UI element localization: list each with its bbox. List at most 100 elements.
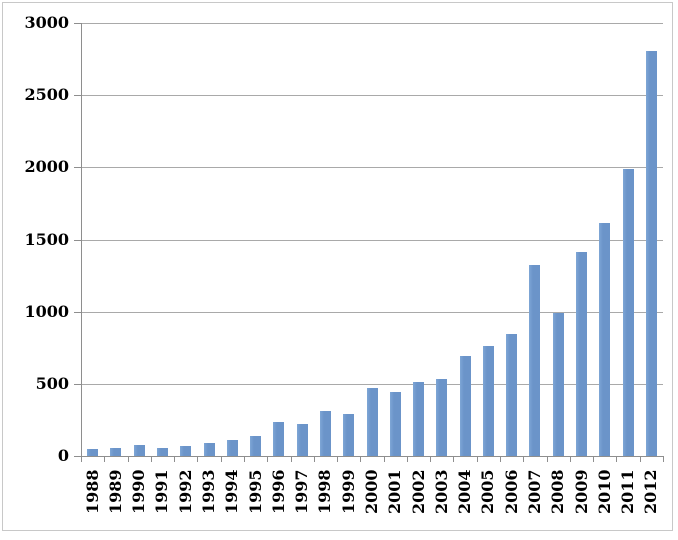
y-tick-mark [74,240,81,241]
y-axis-line [81,23,82,462]
x-tick-label-2006: 2006 [502,469,521,514]
bar-1991 [157,448,168,456]
bar-1997 [297,424,308,456]
x-tick-mark [81,456,82,462]
bar-2010 [599,223,610,456]
y-tick-mark [74,456,81,457]
x-tick-label-2010: 2010 [595,469,614,514]
x-tick-mark [663,456,664,462]
bar-1995 [250,436,261,456]
x-tick-label-1992: 1992 [176,469,195,514]
bar-2005 [483,346,494,456]
bar-1992 [180,446,191,456]
x-tick-label-2001: 2001 [385,469,404,514]
gridline-1500 [81,240,663,241]
bar-2000 [367,388,378,456]
x-tick-label-2000: 2000 [362,469,381,514]
bar-2007 [529,265,540,456]
y-tick-mark [74,312,81,313]
x-tick-mark [314,456,315,462]
bar-2003 [436,379,447,456]
y-tick-label-3000: 3000 [24,13,69,32]
x-tick-label-2004: 2004 [455,469,474,514]
x-tick-mark [104,456,105,462]
x-tick-label-1996: 1996 [269,469,288,514]
bar-2004 [460,356,471,456]
x-tick-mark [360,456,361,462]
x-tick-label-1993: 1993 [199,469,218,514]
gridline-2500 [81,95,663,96]
gridline-2000 [81,167,663,168]
x-tick-label-2003: 2003 [432,469,451,514]
bar-1994 [227,440,238,456]
bar-2002 [413,382,424,456]
x-tick-mark [500,456,501,462]
x-tick-mark [128,456,129,462]
x-tick-label-1988: 1988 [83,469,102,514]
bar-1988 [87,449,98,456]
bar-2008 [553,313,564,456]
y-tick-label-2000: 2000 [24,157,69,176]
x-tick-label-2012: 2012 [641,469,660,514]
gridline-500 [81,384,663,385]
y-tick-mark [74,95,81,96]
x-tick-mark [570,456,571,462]
x-tick-mark [430,456,431,462]
y-tick-label-2500: 2500 [24,85,69,104]
x-tick-mark [174,456,175,462]
x-tick-label-2005: 2005 [478,469,497,514]
y-tick-label-500: 500 [35,374,69,393]
x-tick-label-2007: 2007 [525,469,544,514]
x-tick-mark [477,456,478,462]
x-tick-label-1994: 1994 [222,469,241,514]
bar-2001 [390,392,401,456]
x-tick-label-2011: 2011 [618,469,637,514]
x-tick-mark [523,456,524,462]
x-tick-mark [453,456,454,462]
x-tick-label-1998: 1998 [315,469,334,514]
y-tick-label-1000: 1000 [24,302,69,321]
x-tick-label-1989: 1989 [106,469,125,514]
x-axis-line [81,456,664,457]
x-tick-mark [244,456,245,462]
x-tick-mark [616,456,617,462]
x-tick-label-2002: 2002 [409,469,428,514]
x-tick-mark [221,456,222,462]
y-tick-label-1500: 1500 [24,230,69,249]
bar-2006 [506,334,517,456]
bar-2011 [623,169,634,456]
bar-1996 [273,422,284,456]
y-tick-mark [74,23,81,24]
gridline-3000 [81,23,663,24]
bar-1989 [110,448,121,456]
bar-2009 [576,252,587,456]
bar-1993 [204,443,215,456]
x-tick-label-1990: 1990 [129,469,148,514]
x-tick-mark [593,456,594,462]
x-tick-label-2008: 2008 [548,469,567,514]
x-tick-mark [547,456,548,462]
y-tick-mark [74,167,81,168]
chart-frame: 0 500 1000 1500 2000 2500 3000 1988 1989 1990 199… [2,2,673,531]
x-tick-label-1997: 1997 [292,469,311,514]
bar-2012 [646,51,657,456]
x-tick-mark [267,456,268,462]
bar-1998 [320,411,331,456]
x-tick-mark [291,456,292,462]
y-tick-mark [74,384,81,385]
gridline-1000 [81,312,663,313]
x-tick-mark [151,456,152,462]
x-tick-mark [337,456,338,462]
x-tick-mark [197,456,198,462]
x-tick-mark [407,456,408,462]
y-tick-label-0: 0 [57,446,69,465]
bar-1999 [343,414,354,456]
x-tick-label-2009: 2009 [572,469,591,514]
x-tick-label-1995: 1995 [246,469,265,514]
x-tick-mark [384,456,385,462]
x-tick-label-1999: 1999 [339,469,358,514]
x-tick-label-1991: 1991 [152,469,171,514]
bar-1990 [134,445,145,456]
x-tick-mark [640,456,641,462]
